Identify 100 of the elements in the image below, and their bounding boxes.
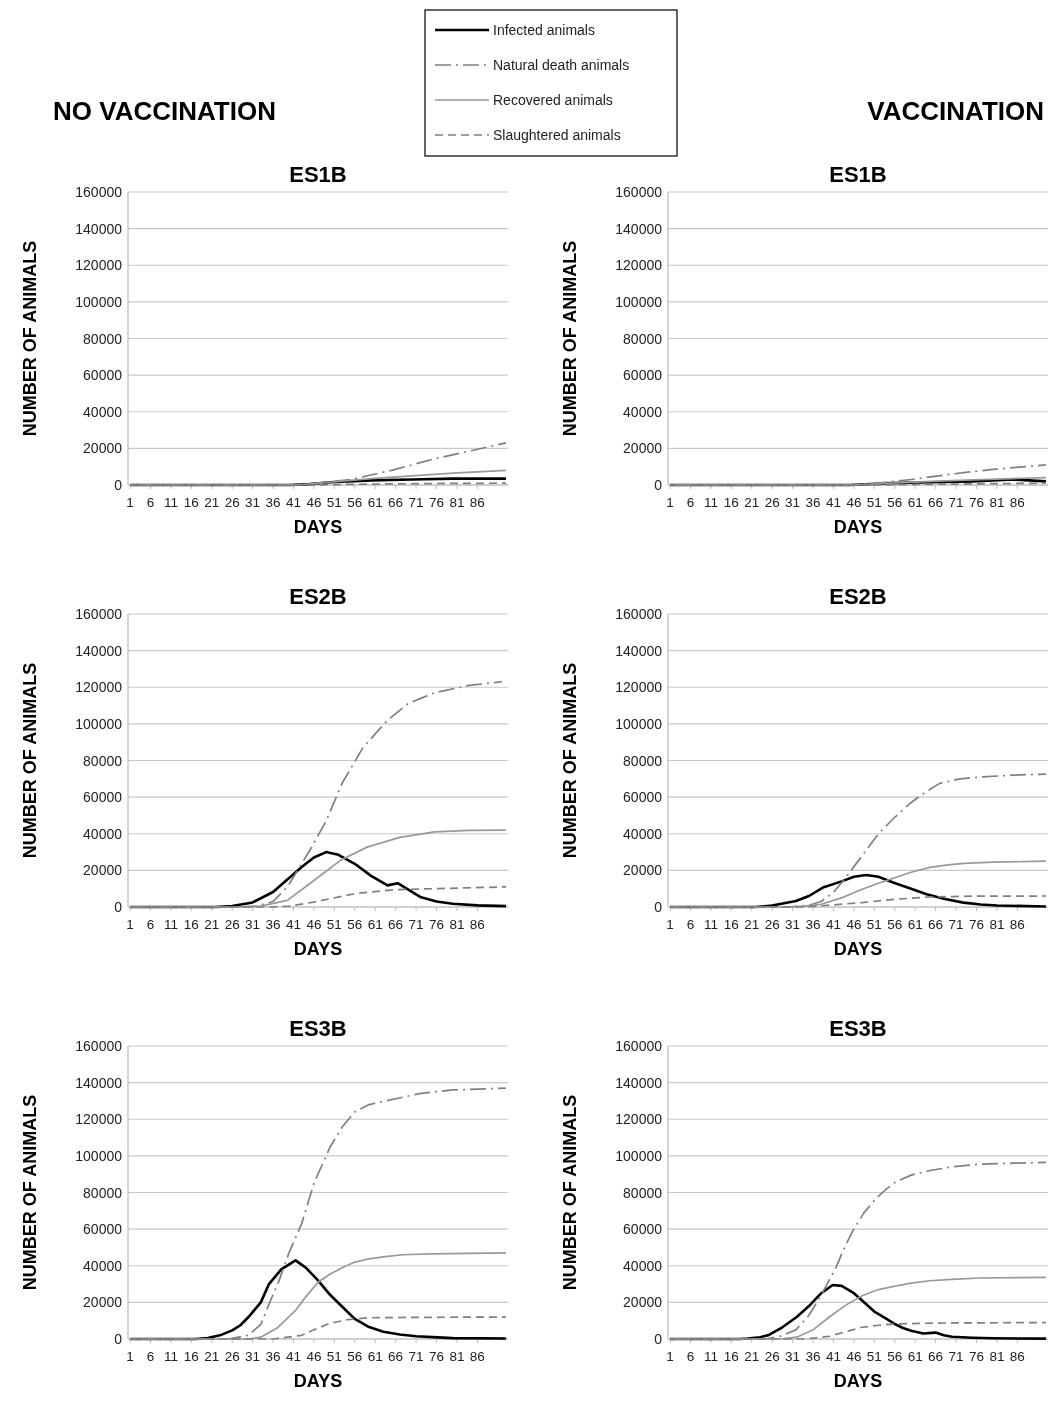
x-tick-label: 36 <box>265 495 281 510</box>
x-tick-label: 61 <box>367 917 383 932</box>
x-tick-label: 11 <box>163 917 178 932</box>
x-tick-label: 51 <box>326 1349 342 1364</box>
x-tick-label: 61 <box>367 495 383 510</box>
x-tick-label: 66 <box>388 1349 404 1364</box>
y-tick-label: 0 <box>654 477 663 493</box>
y-tick-label: 160000 <box>615 184 663 200</box>
y-tick-label: 160000 <box>615 606 663 622</box>
x-tick-label: 1 <box>126 495 134 510</box>
x-tick-label: 26 <box>764 917 780 932</box>
x-tick-label: 86 <box>1009 1349 1025 1364</box>
y-tick-label: 120000 <box>615 257 663 274</box>
legend-label: Recovered animals <box>493 92 613 108</box>
chart-title: ES1B <box>829 162 887 187</box>
x-tick-label: 81 <box>989 1349 1005 1364</box>
y-tick-label: 40000 <box>623 403 663 420</box>
y-tick-label: 60000 <box>83 367 123 384</box>
y-tick-label: 20000 <box>623 1294 663 1311</box>
x-tick-label: 51 <box>326 917 342 932</box>
x-tick-label: 36 <box>805 495 821 510</box>
x-tick-label: 71 <box>408 1349 424 1364</box>
x-tick-label: 26 <box>224 495 240 510</box>
x-tick-label: 61 <box>367 1349 383 1364</box>
x-tick-label: 26 <box>224 917 240 932</box>
x-tick-label: 76 <box>968 917 985 932</box>
x-tick-label: 31 <box>785 1349 801 1364</box>
x-tick-label: 56 <box>887 1349 903 1364</box>
y-tick-label: 60000 <box>623 1221 663 1238</box>
x-tick-label: 51 <box>866 495 882 510</box>
y-tick-label: 20000 <box>83 1294 123 1311</box>
chart-title: ES2B <box>289 584 347 609</box>
x-tick-label: 1 <box>126 917 134 932</box>
y-tick-label: 0 <box>114 477 123 493</box>
x-tick-label: 36 <box>805 917 821 932</box>
x-tick-label: 11 <box>163 1349 178 1364</box>
y-axis-title: NUMBER OF ANIMALS <box>560 240 580 437</box>
x-tick-label: 71 <box>408 917 424 932</box>
x-tick-label: 56 <box>887 917 903 932</box>
x-tick-label: 36 <box>805 1349 821 1364</box>
y-tick-label: 140000 <box>615 642 663 659</box>
chart-title: ES1B <box>289 162 347 187</box>
x-tick-label: 31 <box>245 1349 261 1364</box>
x-tick-label: 41 <box>285 917 301 932</box>
x-tick-label: 51 <box>326 495 342 510</box>
x-tick-label: 81 <box>449 917 465 932</box>
chart-title: ES3B <box>829 1016 887 1041</box>
x-tick-label: 71 <box>948 917 964 932</box>
x-tick-label: 46 <box>306 1349 322 1364</box>
x-axis-title: DAYS <box>293 517 343 537</box>
y-tick-label: 100000 <box>75 715 123 732</box>
x-tick-label: 46 <box>846 1349 862 1364</box>
x-tick-label: 31 <box>245 495 261 510</box>
x-tick-label: 1 <box>126 1349 134 1364</box>
x-tick-label: 46 <box>846 495 862 510</box>
y-axis-title: NUMBER OF ANIMALS <box>20 1094 40 1291</box>
y-axis-title: NUMBER OF ANIMALS <box>20 240 40 437</box>
y-tick-label: 100000 <box>75 293 123 310</box>
x-tick-label: 76 <box>968 495 985 510</box>
y-tick-label: 80000 <box>623 752 663 769</box>
x-tick-label: 21 <box>744 917 760 932</box>
y-tick-label: 40000 <box>83 1257 123 1274</box>
x-tick-label: 66 <box>928 495 944 510</box>
y-tick-label: 80000 <box>83 752 123 769</box>
y-tick-label: 80000 <box>623 330 663 347</box>
y-tick-label: 60000 <box>623 789 663 806</box>
x-tick-label: 26 <box>224 1349 240 1364</box>
x-tick-label: 56 <box>887 495 903 510</box>
x-tick-label: 41 <box>825 495 841 510</box>
x-tick-label: 31 <box>785 495 801 510</box>
x-tick-label: 41 <box>285 1349 301 1364</box>
x-tick-label: 31 <box>785 917 801 932</box>
x-tick-label: 16 <box>183 1349 199 1364</box>
x-tick-label: 6 <box>686 1349 695 1364</box>
y-tick-label: 120000 <box>75 679 123 696</box>
x-tick-label: 16 <box>183 495 199 510</box>
x-tick-label: 71 <box>948 495 964 510</box>
legend-label: Slaughtered animals <box>493 127 621 143</box>
y-tick-label: 140000 <box>615 1074 663 1091</box>
y-tick-label: 120000 <box>75 1111 123 1128</box>
y-tick-label: 40000 <box>83 403 123 420</box>
y-axis-title: NUMBER OF ANIMALS <box>560 1094 580 1291</box>
y-tick-label: 120000 <box>615 1111 663 1128</box>
x-axis-title: DAYS <box>833 1371 883 1391</box>
x-tick-label: 76 <box>428 495 445 510</box>
y-tick-label: 100000 <box>75 1147 123 1164</box>
y-tick-label: 20000 <box>83 440 123 457</box>
y-tick-label: 0 <box>654 1331 663 1347</box>
y-tick-label: 160000 <box>615 1038 663 1054</box>
y-tick-label: 60000 <box>83 789 123 806</box>
x-tick-label: 61 <box>907 495 923 510</box>
x-tick-label: 66 <box>928 1349 944 1364</box>
x-axis-title: DAYS <box>293 939 343 959</box>
x-tick-label: 51 <box>866 1349 882 1364</box>
x-tick-label: 1 <box>666 917 674 932</box>
x-tick-label: 86 <box>469 917 485 932</box>
y-tick-label: 140000 <box>75 220 123 237</box>
y-tick-label: 0 <box>114 899 123 915</box>
y-tick-label: 60000 <box>83 1221 123 1238</box>
legend-label: Natural death animals <box>493 57 630 73</box>
